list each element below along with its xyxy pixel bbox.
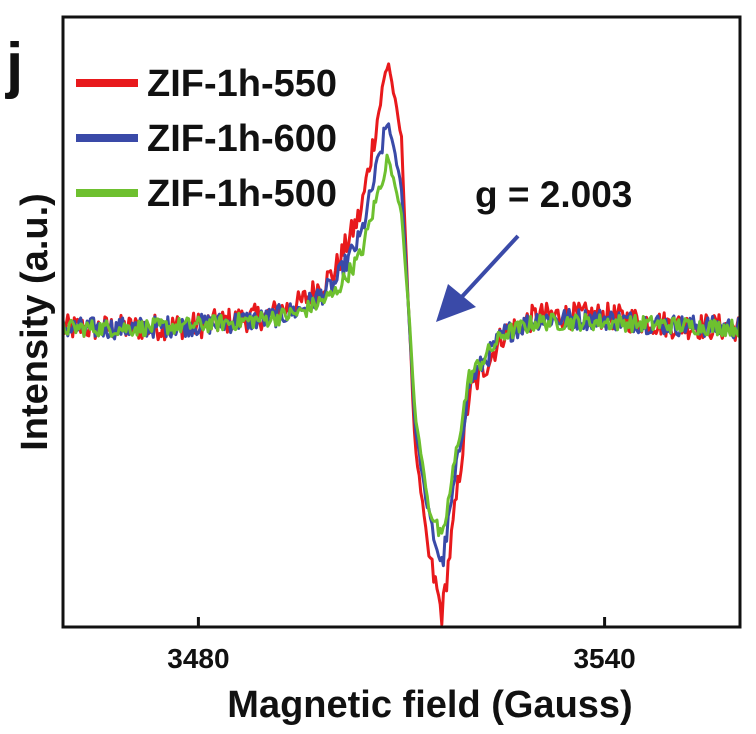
series-layer [61, 62, 742, 626]
legend: ZIF-1h-550 ZIF-1h-600 ZIF-1h-500 [76, 63, 337, 215]
legend-label-zif-1h-600: ZIF-1h-600 [147, 118, 337, 160]
x-tick-label-3540: 3540 [573, 643, 635, 674]
legend-label-zif-1h-500: ZIF-1h-500 [147, 173, 337, 215]
y-axis-label: Intensity (a.u.) [14, 193, 56, 451]
annotation-arrow [436, 234, 520, 322]
g-factor-annotation: g = 2.003 [475, 174, 632, 215]
plot-frame [61, 15, 742, 629]
series-line-zif-1h-600 [61, 122, 742, 568]
x-axis-label: Magnetic field (Gauss) [227, 684, 632, 726]
panel-label: j [5, 31, 23, 100]
legend-label-zif-1h-550: ZIF-1h-550 [147, 63, 337, 105]
tick-layer: 3480 3540 [167, 617, 636, 674]
x-tick-label-3480: 3480 [167, 643, 229, 674]
series-line-zif-1h-500 [61, 153, 742, 538]
